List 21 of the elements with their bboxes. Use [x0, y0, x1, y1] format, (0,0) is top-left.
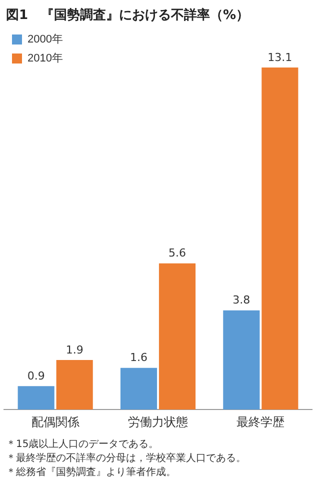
data-label: 1.9: [66, 343, 84, 356]
bar: [262, 68, 298, 410]
x-tick-label: 最終学歴: [236, 415, 285, 430]
data-label: 0.9: [27, 369, 45, 382]
chart-title: 図1 『国勢調査』における不詳率（%）: [5, 6, 250, 25]
x-tick-label: 労働力状態: [128, 415, 188, 430]
legend-label: 2010年: [28, 52, 63, 65]
data-label: 1.6: [130, 351, 148, 364]
text: ＊15歳以上人口のデータである。: [6, 438, 160, 452]
legend-label: 2000年: [28, 34, 63, 46]
text: ＊最終学歴の不詳率の分母は，学校卒業人口である。: [6, 452, 247, 466]
bar: [56, 360, 93, 410]
x-tick-label: 配偶関係: [31, 415, 80, 430]
bar: [158, 263, 196, 410]
bar: [18, 386, 54, 410]
data-label: 3.8: [232, 294, 250, 307]
data-label: 5.6: [168, 246, 186, 260]
data-label: 13.1: [268, 50, 292, 64]
bar: [223, 310, 260, 410]
text: ＊総務省『国勢調査』より筆者作成。: [6, 466, 177, 480]
bar: [120, 368, 158, 410]
